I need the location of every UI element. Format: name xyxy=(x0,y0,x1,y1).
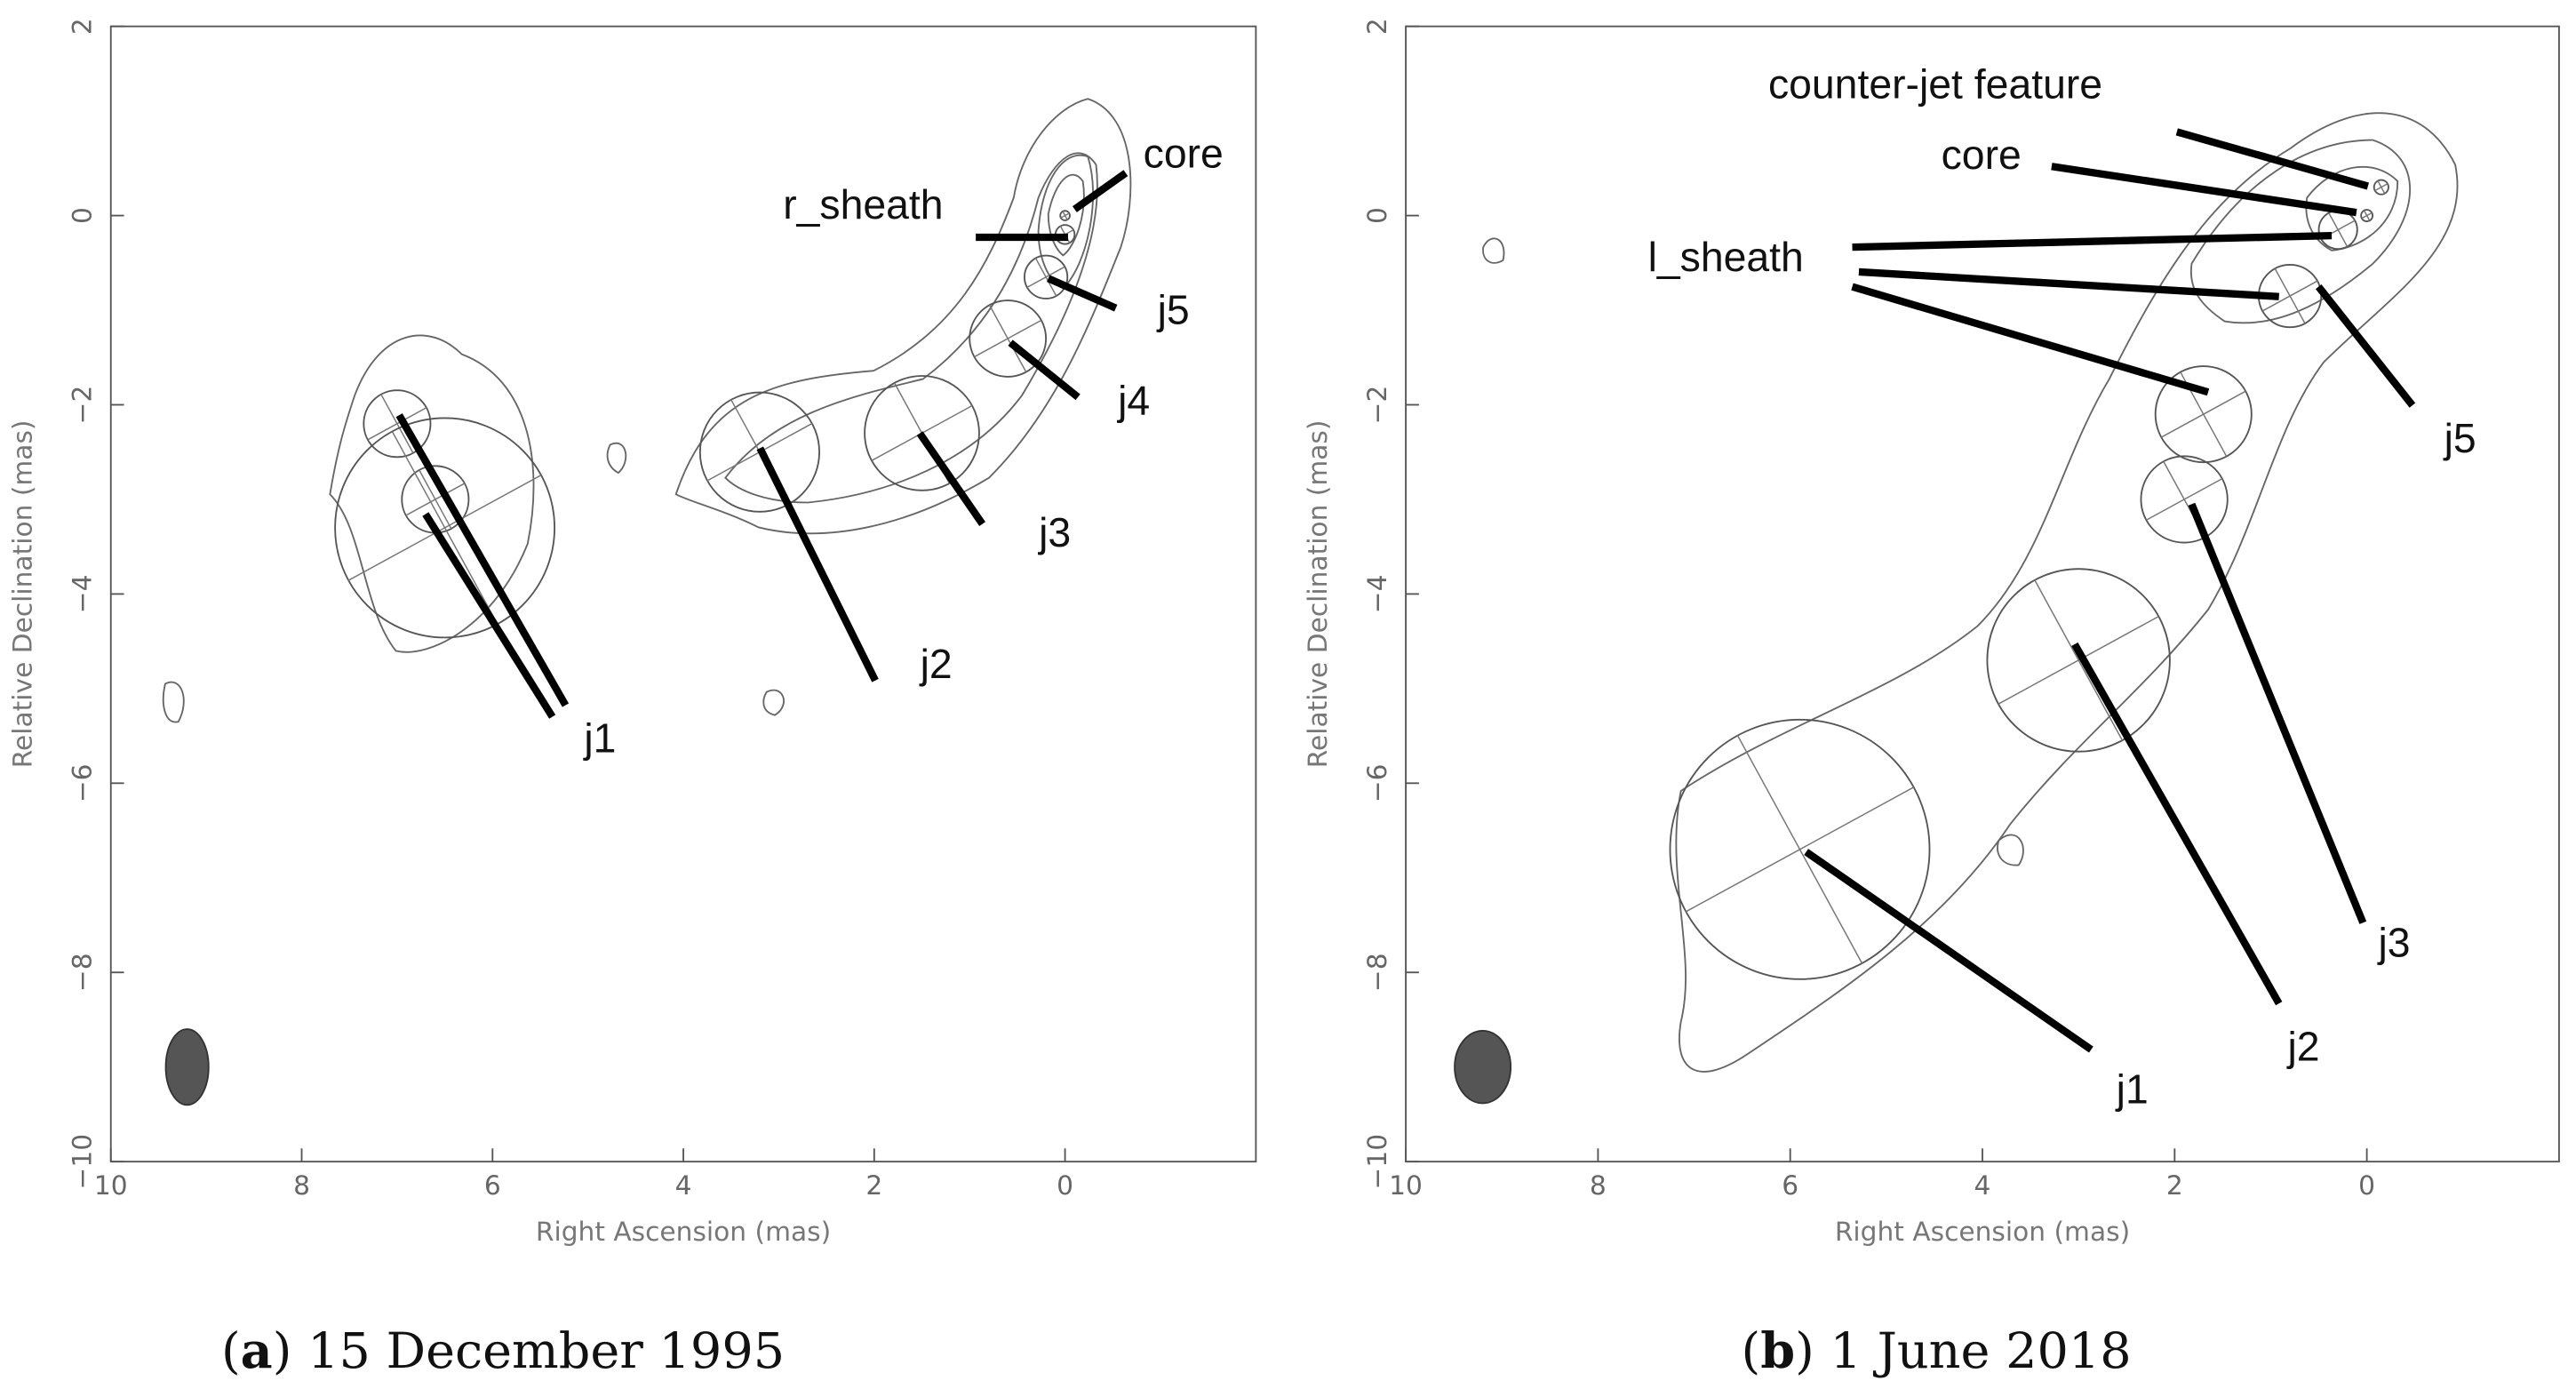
x-tick-label: 10 xyxy=(94,1169,128,1201)
leader-line xyxy=(756,446,879,683)
caption: (b) 1 June 2018 xyxy=(1742,1322,2132,1380)
annotation: j1 xyxy=(2115,1066,2149,1113)
component-axis xyxy=(380,394,414,454)
leader-line xyxy=(916,431,985,526)
component xyxy=(1986,568,2171,753)
component xyxy=(864,375,980,491)
leader-line xyxy=(1858,267,2279,300)
y-tick-label: −8 xyxy=(1361,953,1392,992)
component xyxy=(334,417,556,639)
y-tick-label: −2 xyxy=(67,386,98,425)
x-axis-label: Right Ascension (mas) xyxy=(536,1216,831,1247)
x-tick-label: 2 xyxy=(2166,1169,2183,1201)
x-tick-label: 4 xyxy=(1974,1169,1991,1201)
annotation: j1 xyxy=(582,715,616,762)
annotation: j3 xyxy=(2376,919,2410,965)
caption-part: a xyxy=(241,1322,273,1380)
annotation: core xyxy=(1144,130,1224,176)
annotation: j2 xyxy=(919,641,953,687)
component xyxy=(2360,209,2374,222)
y-tick-label: 2 xyxy=(67,18,98,35)
component-axis xyxy=(2328,212,2349,247)
component-axis xyxy=(1736,735,1863,964)
y-axis-label: Relative Declination (mas) xyxy=(7,420,38,769)
caption-part: ( xyxy=(221,1322,241,1380)
leader-line xyxy=(2315,284,2416,408)
y-tick-label: −2 xyxy=(1361,386,1392,425)
component-axis xyxy=(1062,211,1068,220)
annotation: j5 xyxy=(1156,287,1190,333)
y-tick-label: −8 xyxy=(67,953,98,992)
x-tick-label: 0 xyxy=(2358,1169,2375,1201)
component-axis xyxy=(2034,579,2124,741)
leader-line xyxy=(422,512,556,719)
y-tick-label: −10 xyxy=(67,1134,98,1190)
leader-line xyxy=(1851,283,2210,396)
component-axis xyxy=(391,431,498,625)
beam xyxy=(1454,1029,1512,1105)
y-axis-label: Relative Declination (mas) xyxy=(1302,420,1333,769)
caption-part: ) 15 December 1995 xyxy=(273,1322,785,1380)
leader-line xyxy=(2175,128,2369,190)
annotation: j5 xyxy=(2443,415,2476,461)
x-tick-label: 2 xyxy=(865,1169,882,1201)
x-tick-label: 8 xyxy=(293,1169,310,1201)
y-tick-label: −4 xyxy=(1361,575,1392,614)
contours-a xyxy=(162,98,1132,723)
caption-part: b xyxy=(1760,1322,1795,1380)
component-axis xyxy=(1034,258,1057,297)
x-tick-label: 4 xyxy=(675,1169,692,1201)
component xyxy=(2154,365,2253,464)
contours-b xyxy=(1482,112,2459,1073)
leader-line xyxy=(1804,849,2093,1053)
x-tick-label: 8 xyxy=(1590,1169,1607,1201)
component-axis xyxy=(419,469,452,530)
annotation: j4 xyxy=(1116,378,1150,424)
leader-line xyxy=(395,413,570,707)
y-tick-label: −6 xyxy=(1361,763,1392,802)
y-tick-label: 2 xyxy=(1361,18,1392,35)
component xyxy=(2373,179,2389,196)
annotation: l_sheath xyxy=(1648,234,1804,280)
annotation: j2 xyxy=(2286,1023,2320,1069)
component-axis xyxy=(2377,180,2386,195)
x-axis-label: Right Ascension (mas) xyxy=(1835,1216,2130,1247)
x-tick-label: 6 xyxy=(484,1169,501,1201)
caption-part: ) 1 June 2018 xyxy=(1795,1322,2131,1380)
component xyxy=(698,391,820,513)
component-axis xyxy=(988,304,1027,373)
x-tick-label: 6 xyxy=(1782,1169,1798,1201)
annotation: counter-jet feature xyxy=(1768,61,2102,108)
component xyxy=(363,389,432,459)
annotation: j3 xyxy=(1037,509,1071,555)
caption-part: ( xyxy=(1742,1322,1761,1380)
leader-line xyxy=(2051,163,2357,217)
leader-line xyxy=(1047,275,1118,312)
component xyxy=(969,299,1048,378)
leader-line xyxy=(1008,339,1081,401)
caption: (a) 15 December 1995 xyxy=(221,1322,785,1380)
annotation: r_sheath xyxy=(783,181,943,228)
component-axis xyxy=(2274,267,2306,324)
plot-frame xyxy=(1405,25,2560,1163)
leader-line xyxy=(2071,642,2283,1006)
leader-line xyxy=(1072,170,1128,212)
leader-line xyxy=(1852,231,2333,251)
x-tick-label: 0 xyxy=(1057,1169,1073,1201)
component-axis xyxy=(2363,210,2371,221)
annotation: core xyxy=(1942,132,2022,178)
y-tick-label: −6 xyxy=(67,763,98,802)
y-tick-label: 0 xyxy=(67,207,98,224)
y-tick-label: 0 xyxy=(1361,207,1392,224)
component xyxy=(1024,254,1069,299)
leader-line xyxy=(2188,502,2367,924)
y-tick-label: −10 xyxy=(1361,1134,1392,1190)
component xyxy=(2140,455,2229,544)
y-tick-label: −4 xyxy=(67,575,98,614)
x-tick-label: 10 xyxy=(1389,1169,1423,1201)
component xyxy=(1669,718,1931,980)
beam xyxy=(164,1028,210,1106)
component xyxy=(1059,210,1071,221)
